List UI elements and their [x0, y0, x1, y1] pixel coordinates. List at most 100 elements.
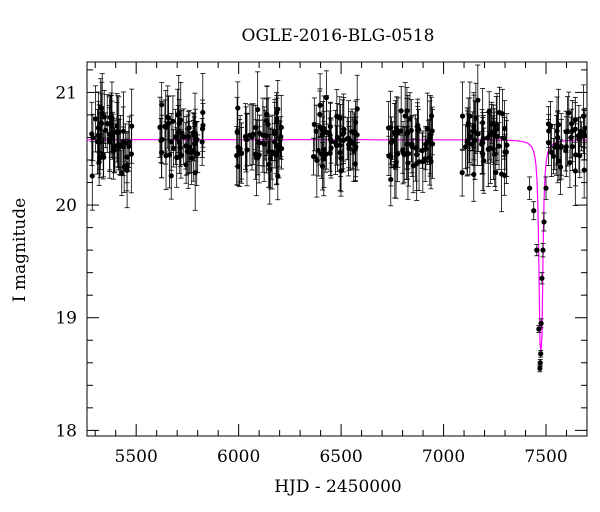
data-point — [181, 134, 187, 140]
data-point — [408, 127, 414, 134]
data-point — [89, 131, 95, 137]
data-point — [124, 167, 130, 173]
data-point — [409, 144, 415, 150]
data-point — [414, 152, 420, 158]
data-point — [321, 146, 327, 152]
data-point — [110, 146, 117, 152]
data-point — [175, 129, 181, 135]
data-point — [129, 123, 135, 129]
data-point — [405, 141, 411, 147]
data-point — [471, 123, 477, 129]
data-point — [470, 128, 476, 134]
data-point — [479, 150, 485, 156]
data-point — [92, 116, 99, 122]
data-point — [272, 128, 278, 135]
chart-title: OGLE-2016-BLG-0518 — [242, 26, 435, 46]
data-point — [346, 145, 352, 151]
y-tick-label: 20 — [55, 196, 77, 216]
data-point — [493, 169, 499, 175]
data-point — [163, 124, 169, 130]
data-point — [176, 111, 182, 117]
data-point — [558, 144, 564, 150]
data-point — [170, 118, 176, 124]
data-point — [555, 122, 562, 128]
data-point — [234, 129, 240, 135]
data-point — [274, 110, 280, 116]
data-point — [275, 173, 281, 179]
data-point — [546, 128, 552, 134]
data-point — [337, 142, 343, 149]
data-point — [569, 121, 575, 127]
data-point — [235, 105, 241, 111]
data-point — [537, 365, 543, 372]
data-point — [323, 129, 330, 136]
x-tick-label: 5500 — [115, 447, 158, 467]
data-point — [415, 126, 422, 132]
data-point — [94, 139, 101, 145]
data-point — [392, 163, 398, 169]
data-point — [158, 149, 165, 156]
data-point — [536, 326, 542, 332]
data-point — [564, 128, 571, 134]
data-point — [550, 153, 557, 159]
y-tick-label: 18 — [55, 421, 77, 441]
data-point — [158, 137, 164, 144]
data-point — [249, 134, 255, 140]
data-point — [428, 113, 435, 119]
data-point — [502, 125, 508, 132]
data-points-group — [89, 64, 588, 373]
data-point — [244, 147, 250, 153]
data-point — [327, 132, 333, 138]
data-point — [267, 166, 273, 172]
data-point — [398, 128, 404, 134]
data-point — [493, 122, 499, 128]
data-point — [429, 128, 435, 134]
data-point — [395, 151, 401, 157]
data-point — [420, 159, 426, 165]
data-point — [501, 135, 507, 141]
data-point — [428, 158, 434, 165]
data-point — [340, 137, 347, 143]
data-point — [534, 247, 540, 253]
data-point — [403, 150, 410, 156]
data-point — [185, 149, 191, 155]
x-tick-label: 6000 — [217, 447, 260, 467]
data-point — [538, 320, 544, 326]
data-point — [266, 161, 272, 168]
data-point — [98, 104, 104, 111]
data-point — [255, 155, 261, 161]
data-point — [491, 129, 497, 135]
data-point — [168, 173, 174, 179]
data-point — [349, 140, 355, 146]
data-point — [264, 111, 270, 118]
data-point — [100, 152, 106, 158]
data-point — [531, 208, 537, 214]
data-point — [126, 139, 132, 145]
data-point — [256, 130, 263, 136]
data-point — [98, 120, 105, 126]
data-point — [199, 139, 205, 145]
data-point — [527, 185, 533, 191]
data-point — [200, 122, 206, 129]
data-point — [480, 135, 486, 142]
data-point — [581, 113, 587, 119]
data-point — [423, 146, 429, 152]
data-point — [501, 172, 508, 179]
data-point — [502, 149, 508, 155]
data-point — [504, 142, 510, 148]
data-point — [404, 131, 410, 137]
x-tick-label: 7000 — [422, 447, 465, 467]
data-point — [120, 138, 126, 144]
data-point — [459, 170, 465, 176]
data-point — [557, 164, 564, 170]
data-point — [539, 275, 545, 281]
data-point — [547, 123, 554, 129]
data-point — [176, 120, 182, 126]
tick-labels: 5500 6000 6500 7000 7500 18 19 20 21 — [55, 83, 567, 467]
data-point — [107, 136, 113, 142]
data-point — [334, 134, 341, 141]
data-point — [95, 132, 101, 138]
data-point — [488, 121, 495, 127]
data-point — [165, 114, 171, 120]
data-point — [315, 147, 321, 154]
